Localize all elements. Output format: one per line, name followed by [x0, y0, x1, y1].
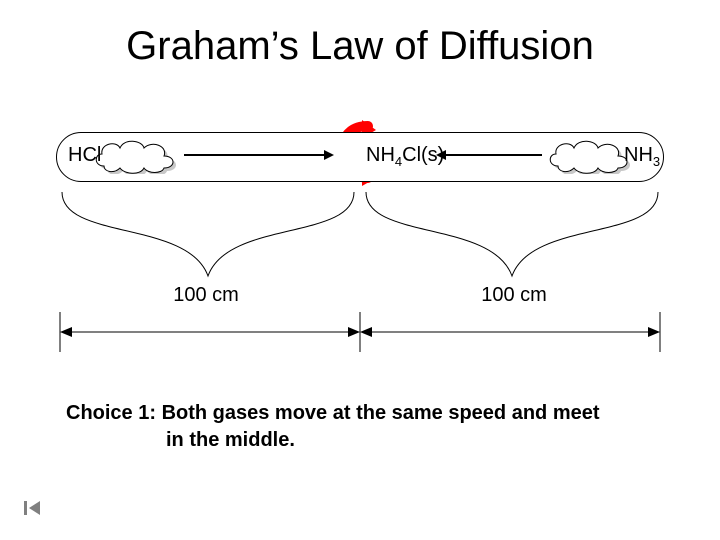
- product-label: NH4Cl(s): [366, 144, 444, 169]
- brace-right: [362, 190, 662, 280]
- choice-line2: in the middle.: [66, 427, 656, 454]
- right-gas-label: NH3: [624, 144, 660, 169]
- brace-left: [58, 190, 358, 280]
- prev-slide-button[interactable]: [22, 498, 42, 518]
- left-gas-label: HCl: [68, 144, 101, 167]
- choice-text: Choice 1: Both gases move at the same sp…: [66, 400, 656, 454]
- gas-cloud-left: [90, 138, 180, 174]
- right-gas-base: NH: [624, 144, 653, 166]
- hcl-diffusion-arrow: [184, 154, 324, 156]
- gas-cloud-right: [544, 138, 634, 174]
- product-part1: NH: [366, 144, 395, 166]
- right-gas-sub: 3: [653, 154, 660, 169]
- dimension-line: [58, 332, 662, 333]
- distance-label-left: 100 cm: [146, 284, 266, 307]
- choice-line1: Choice 1: Both gases move at the same sp…: [66, 402, 600, 424]
- page-title: Graham’s Law of Diffusion: [0, 24, 720, 69]
- product-part2: Cl(s): [402, 144, 444, 166]
- distance-label-right: 100 cm: [454, 284, 574, 307]
- diffusion-diagram: HCl NH4Cl(s) NH3 100 cm 100 cm: [56, 132, 664, 352]
- slide: Graham’s Law of Diffusion: [0, 0, 720, 540]
- nh3-diffusion-arrow: [446, 154, 542, 156]
